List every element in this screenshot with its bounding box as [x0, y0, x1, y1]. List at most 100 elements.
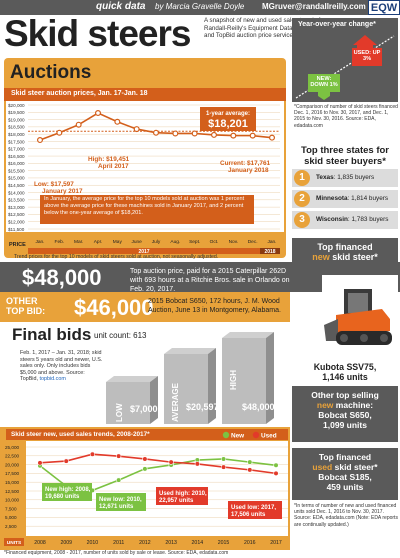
state-row-2: 2 Minnesota: 1,814 buyers — [292, 190, 398, 208]
x-tick-label: Sept. — [189, 239, 200, 245]
other-bid-banner: OTHER TOP BID: $46,000 2015 Bobcat S650,… — [0, 292, 290, 322]
used-units: 459 units — [326, 482, 364, 492]
state-rank: 1 — [294, 170, 310, 186]
y-tick-label: 5,000 — [5, 515, 17, 520]
new-change-box — [308, 74, 340, 92]
units-badge — [4, 538, 24, 546]
year-band-2018 — [260, 248, 280, 254]
used-high-callout — [156, 487, 208, 505]
low-sub: January 2017 — [42, 188, 83, 195]
used-low-sub: 17,506 units — [231, 512, 266, 518]
used-heading-a: Top financed — [318, 452, 372, 462]
top-bar: quick data by Marcia Gravelle Doyle MGru… — [0, 0, 400, 15]
used-low-label: Used low: 2017, — [231, 505, 276, 511]
new-low-sub: 12,671 units — [99, 504, 134, 510]
new-low-callout — [96, 493, 146, 511]
y-tick-label: $18,000 — [8, 132, 25, 137]
page-title: Skid steers — [4, 13, 191, 54]
auction-note: In January, the average price for the to… — [44, 196, 245, 216]
y-tick-label: $16,000 — [8, 161, 25, 166]
used-high-label: Used high: 2010, — [159, 491, 207, 497]
y-tick-label: 10,000 — [5, 498, 19, 503]
price-point — [153, 129, 160, 136]
x-tick-label: Jan. — [267, 239, 276, 245]
other-bid-label: OTHER TOP BID: — [6, 296, 46, 316]
average-label: 1-year average: — [206, 111, 250, 117]
state-row-3: 3 Wisconsin: 1,783 buyers — [292, 211, 398, 229]
y-tick-label: $19,000 — [8, 117, 25, 122]
used-change-box — [352, 48, 382, 66]
x-tick-label: 2013 — [165, 540, 177, 546]
byline: by Marcia Gravelle Doyle — [155, 2, 245, 11]
year-2018-label: 2018 — [264, 249, 275, 254]
y-tick-label: $18,500 — [8, 125, 25, 130]
kubota-units: 1,146 units — [322, 372, 368, 382]
sales-point — [168, 459, 174, 465]
y-tick-label: 7,500 — [5, 506, 17, 511]
legend-used-swatch — [252, 431, 260, 439]
sales-trends-title: Skid steer new, used sales trends, 2008-… — [6, 429, 288, 440]
price-point — [56, 129, 63, 136]
x-tick-label: Feb. — [55, 239, 65, 245]
y-tick-label: $20,000 — [8, 103, 25, 108]
high-label: High: $19,451 — [88, 156, 130, 163]
x-tick-label: June — [131, 239, 142, 245]
y-tick-label: $19,500 — [8, 110, 25, 115]
used-heading-c: skid steer* — [334, 462, 378, 472]
used-high-sub: 22,957 units — [159, 498, 194, 504]
final-bids-blocks: LOW $7,000 AVERAGE $20,597 HIGH $48,000 — [106, 332, 275, 424]
x-tick-label: Aug. — [170, 239, 180, 245]
year-band-2017 — [28, 248, 260, 254]
x-tick-label: 2012 — [139, 540, 151, 546]
kubota-model: Kubota SSV75, — [313, 362, 377, 372]
auction-price-chart: $20,000 $19,500 $19,000 $18,500 $18,000 $17,5… — [6, 101, 284, 254]
other-selling-model: Bobcat S650, — [318, 410, 372, 420]
sales-legend: New Used — [222, 430, 277, 440]
low-block-label: LOW — [115, 403, 124, 422]
financed-heading-a: Top financed — [317, 242, 373, 252]
price-axis-label: PRICE — [9, 242, 26, 248]
sales-point — [247, 467, 253, 473]
state-name: Texas — [316, 174, 334, 181]
price-point — [211, 131, 218, 138]
current-label: Current: $17,761 — [220, 160, 271, 167]
sales-point — [142, 466, 148, 472]
state-value: : 1,814 buyers — [347, 195, 389, 202]
other-bid-amount: $46,000 — [74, 295, 154, 320]
units-label: UNITS — [7, 540, 22, 546]
x-tick-label: July — [152, 239, 161, 245]
new-high-sub: 19,680 units — [45, 494, 80, 500]
state-rank: 3 — [294, 212, 310, 228]
author-email[interactable]: MGruver@randallreilly.com — [262, 2, 366, 11]
section-label: quick data — [96, 1, 146, 12]
price-point — [191, 130, 198, 137]
topbid-link[interactable]: topbid.com — [39, 376, 66, 383]
y-tick-label: $12,000 — [8, 220, 25, 225]
state-name: Wisconsin — [316, 216, 348, 223]
sales-point — [63, 458, 69, 464]
x-tick-label: Mar. — [74, 239, 83, 245]
used-model: Bobcat S185, — [318, 472, 372, 482]
used-low-callout — [228, 501, 282, 519]
price-point — [269, 134, 276, 141]
states-heading: Top three states for skid steer buyers* — [301, 145, 389, 167]
average-box — [200, 107, 256, 131]
sales-point — [116, 477, 122, 483]
y-tick-label: $15,500 — [8, 168, 25, 173]
average-block-value: $20,597 — [186, 402, 219, 412]
new-low-label: New low: 2010, — [99, 497, 142, 503]
financed-heading-b: new — [312, 252, 330, 262]
state-name: Minnesota — [316, 195, 348, 202]
y-tick-label: $13,500 — [8, 198, 25, 203]
other-top-selling-box: Other top selling new machine: Bobcat S6… — [292, 386, 398, 442]
other-bid-text: 2015 Bobcat S650, 172 hours, J. M. Wood … — [148, 298, 281, 314]
x-tick-label: 2008 — [34, 540, 46, 546]
final-bids-desc: Feb. 1, 2017 – Jan. 31, 2018; skid steer… — [20, 350, 103, 383]
high-block-label: HIGH — [229, 370, 238, 390]
price-point — [114, 118, 121, 125]
x-tick-label: Oct. — [210, 239, 219, 245]
x-tick-label: 2010 — [87, 540, 99, 546]
chart2-x-band — [4, 536, 290, 548]
yoy-heading: Year-over-year change* — [292, 18, 398, 32]
x-tick-label: 2014 — [192, 540, 204, 546]
